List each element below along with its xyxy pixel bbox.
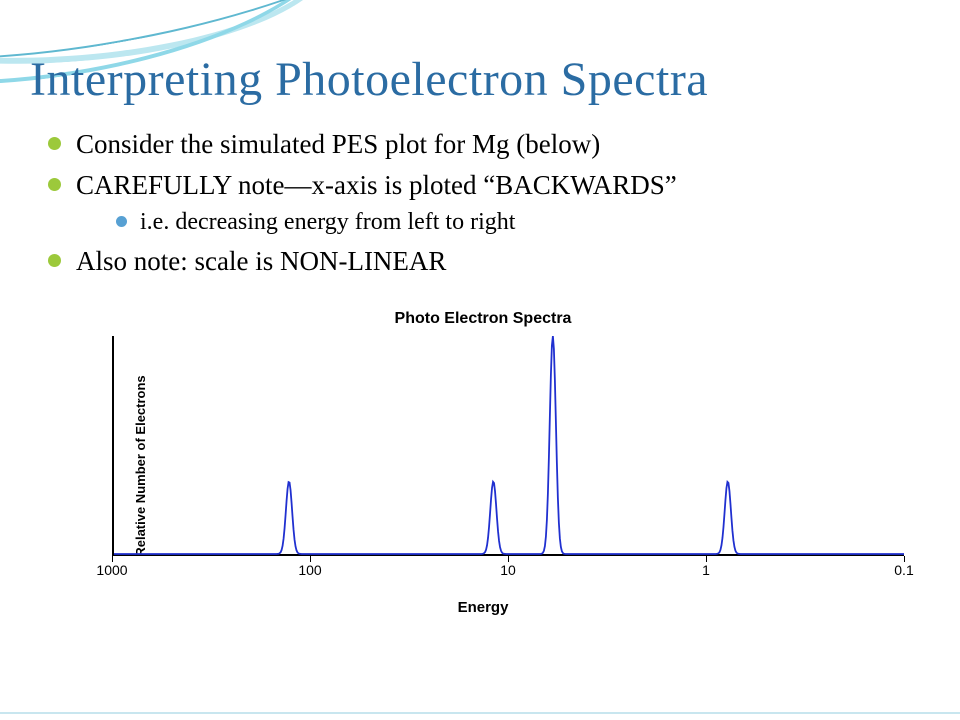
spectrum-line (114, 336, 904, 554)
chart-xtick-label: 10 (500, 562, 516, 578)
bullet-subitem: i.e. decreasing energy from left to righ… (110, 205, 920, 240)
bullet-item: CAREFULLY note—x-axis is ploted “BACKWAR… (40, 166, 920, 240)
bullet-item: Also note: scale is NON-LINEAR (40, 242, 920, 281)
chart-title: Photo Electron Spectra (58, 310, 908, 328)
chart-xtick-label: 0.1 (894, 562, 913, 578)
chart-line (114, 336, 904, 554)
decorative-bottom-line (0, 712, 960, 714)
chart-xlabel: Energy (458, 599, 509, 616)
bullet-text: CAREFULLY note—x-axis is ploted “BACKWAR… (76, 170, 677, 200)
slide: Interpreting Photoelectron Spectra Consi… (0, 0, 960, 720)
chart-box: Relative Number of Electrons Energy 1000… (58, 336, 908, 596)
chart-plot-area (112, 336, 904, 556)
chart-xtick-label: 100 (298, 562, 321, 578)
bullet-list: Consider the simulated PES plot for Mg (… (40, 125, 920, 283)
chart-xtick-label: 1000 (96, 562, 127, 578)
slide-title: Interpreting Photoelectron Spectra (30, 52, 708, 107)
bullet-item: Consider the simulated PES plot for Mg (… (40, 125, 920, 164)
pes-chart: Photo Electron Spectra Relative Number o… (58, 310, 908, 596)
chart-xtick-label: 1 (702, 562, 710, 578)
